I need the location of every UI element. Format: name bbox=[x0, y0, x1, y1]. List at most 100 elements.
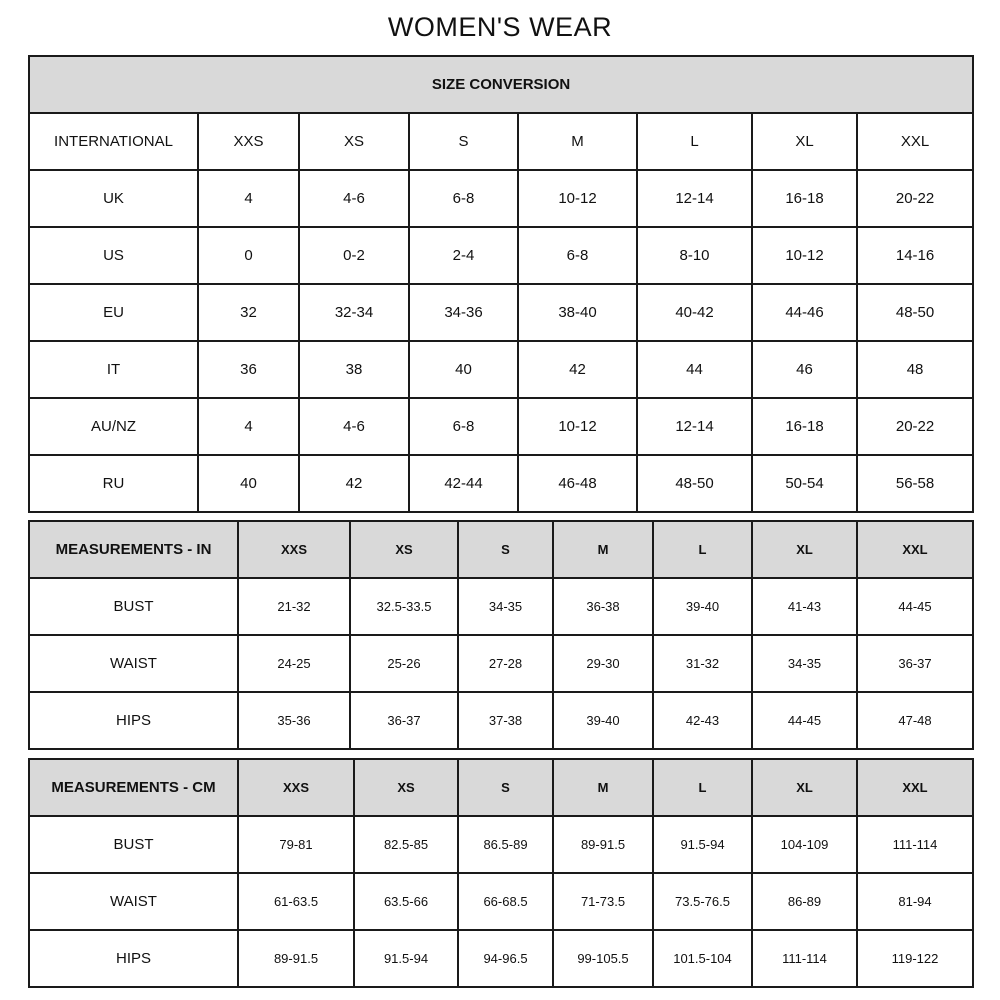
table-cell: M bbox=[552, 520, 654, 579]
row-label: HIPS bbox=[28, 691, 239, 750]
table-cell: 39-40 bbox=[652, 577, 753, 636]
table-cell: 42 bbox=[517, 340, 638, 399]
table-cell: 91.5-94 bbox=[353, 929, 459, 988]
table-cell: 32.5-33.5 bbox=[349, 577, 459, 636]
table-cell: 111-114 bbox=[856, 815, 974, 874]
table-cell: 4 bbox=[197, 169, 300, 228]
table-row: RU 40 42 42-44 46-48 48-50 50-54 56-58 bbox=[28, 454, 975, 513]
table-cell: 24-25 bbox=[237, 634, 351, 693]
table-cell: 111-114 bbox=[751, 929, 858, 988]
row-label: WAIST bbox=[28, 634, 239, 693]
table-cell: XXS bbox=[237, 520, 351, 579]
table-cell: XXL bbox=[856, 758, 974, 817]
size-conversion-heading: SIZE CONVERSION bbox=[27, 55, 975, 114]
table-row: MEASUREMENTS - IN XXS XS S M L XL XXL bbox=[28, 520, 974, 579]
row-label: INTERNATIONAL bbox=[28, 112, 199, 171]
table-cell: XXL bbox=[856, 520, 974, 579]
table-cell: 14-16 bbox=[855, 226, 975, 285]
table-row: WAIST 24-25 25-26 27-28 29-30 31-32 34-35 36-37 bbox=[28, 634, 974, 693]
table-row: HIPS 89-91.5 91.5-94 94-96.5 99-105.5 101.5-1… bbox=[28, 929, 974, 988]
table-cell: 39-40 bbox=[552, 691, 654, 750]
table-cell: S bbox=[457, 758, 554, 817]
table-cell: 94-96.5 bbox=[457, 929, 554, 988]
table-cell: 50-54 bbox=[751, 454, 858, 513]
table-cell: 73.5-76.5 bbox=[652, 872, 753, 931]
table-row: EU 32 32-34 34-36 38-40 40-42 44-46 48-50 bbox=[28, 283, 975, 342]
table-cell: 44 bbox=[636, 340, 753, 399]
table-cell: 89-91.5 bbox=[552, 815, 654, 874]
table-cell: XS bbox=[298, 112, 410, 171]
table-cell: 12-14 bbox=[636, 397, 753, 456]
table-cell: 20-22 bbox=[855, 397, 975, 456]
table-row: HIPS 35-36 36-37 37-38 39-40 42-43 44-45 47-48 bbox=[28, 691, 974, 750]
table-row: US 0 0-2 2-4 6-8 8-10 10-12 14-16 bbox=[28, 226, 975, 285]
table-cell: 0-2 bbox=[298, 226, 410, 285]
row-label: MEASUREMENTS - IN bbox=[28, 520, 239, 579]
table-cell: 36-38 bbox=[552, 577, 654, 636]
measurements-in-table: MEASUREMENTS - IN XXS XS S M L XL XXL BUST 21-32 3… bbox=[28, 520, 974, 750]
table-cell: S bbox=[457, 520, 554, 579]
table-cell: 27-28 bbox=[457, 634, 554, 693]
table-cell: M bbox=[517, 112, 638, 171]
table-cell: 44-46 bbox=[751, 283, 858, 342]
table-row: UK 4 4-6 6-8 10-12 12-14 16-18 20-22 bbox=[28, 169, 975, 228]
table-cell: 81-94 bbox=[856, 872, 974, 931]
table-cell: 6-8 bbox=[408, 169, 519, 228]
table-cell: 12-14 bbox=[636, 169, 753, 228]
table-cell: 29-30 bbox=[552, 634, 654, 693]
table-row: INTERNATIONAL XXS XS S M L XL XXL bbox=[28, 112, 975, 171]
table-cell: 8-10 bbox=[636, 226, 753, 285]
table-cell: M bbox=[552, 758, 654, 817]
size-conversion-table: SIZE CONVERSION INTERNATIONAL XXS XS S M L XL X… bbox=[27, 55, 975, 513]
table-cell: XXL bbox=[855, 112, 975, 171]
table-cell: 86.5-89 bbox=[457, 815, 554, 874]
table-cell: 41-43 bbox=[751, 577, 858, 636]
table-cell: 44-45 bbox=[751, 691, 858, 750]
table-cell: 40-42 bbox=[636, 283, 753, 342]
table-cell: 47-48 bbox=[856, 691, 974, 750]
table-cell: 16-18 bbox=[751, 169, 858, 228]
row-label: RU bbox=[28, 454, 199, 513]
table-cell: 21-32 bbox=[237, 577, 351, 636]
row-label: MEASUREMENTS - CM bbox=[28, 758, 239, 817]
table-cell: L bbox=[652, 758, 753, 817]
table-cell: 104-109 bbox=[751, 815, 858, 874]
table-cell: 42 bbox=[298, 454, 410, 513]
measurements-cm-table: MEASUREMENTS - CM XXS XS S M L XL XXL BUST 79-81 8… bbox=[28, 758, 974, 988]
table-cell: 38 bbox=[298, 340, 410, 399]
table-cell: 48-50 bbox=[636, 454, 753, 513]
table-cell: 48-50 bbox=[855, 283, 975, 342]
table-row: MEASUREMENTS - CM XXS XS S M L XL XXL bbox=[28, 758, 974, 817]
table-cell: XXS bbox=[237, 758, 355, 817]
table-cell: 56-58 bbox=[855, 454, 975, 513]
table-cell: 25-26 bbox=[349, 634, 459, 693]
table-cell: 86-89 bbox=[751, 872, 858, 931]
table-cell: XXS bbox=[197, 112, 300, 171]
table-cell: 38-40 bbox=[517, 283, 638, 342]
row-label: IT bbox=[28, 340, 199, 399]
table-cell: 20-22 bbox=[855, 169, 975, 228]
row-label: UK bbox=[28, 169, 199, 228]
table-cell: 31-32 bbox=[652, 634, 753, 693]
table-cell: 4 bbox=[197, 397, 300, 456]
table-cell: 101.5-104 bbox=[652, 929, 753, 988]
table-cell: 10-12 bbox=[517, 397, 638, 456]
table-cell: 10-12 bbox=[517, 169, 638, 228]
table-row: IT 36 38 40 42 44 46 48 bbox=[28, 340, 975, 399]
table-row: WAIST 61-63.5 63.5-66 66-68.5 71-73.5 73.5-76… bbox=[28, 872, 974, 931]
table-row: BUST 21-32 32.5-33.5 34-35 36-38 39-40 41-43 44… bbox=[28, 577, 974, 636]
table-cell: 99-105.5 bbox=[552, 929, 654, 988]
table-cell: XS bbox=[353, 758, 459, 817]
table-cell: XL bbox=[751, 112, 858, 171]
row-label: BUST bbox=[28, 815, 239, 874]
table-cell: 34-36 bbox=[408, 283, 519, 342]
table-cell: 32 bbox=[197, 283, 300, 342]
table-cell: 63.5-66 bbox=[353, 872, 459, 931]
table-cell: 32-34 bbox=[298, 283, 410, 342]
table-cell: 10-12 bbox=[751, 226, 858, 285]
table-cell: XS bbox=[349, 520, 459, 579]
table-cell: 36 bbox=[197, 340, 300, 399]
table-cell: 48 bbox=[855, 340, 975, 399]
table-cell: 89-91.5 bbox=[237, 929, 355, 988]
table-cell: 36-37 bbox=[349, 691, 459, 750]
